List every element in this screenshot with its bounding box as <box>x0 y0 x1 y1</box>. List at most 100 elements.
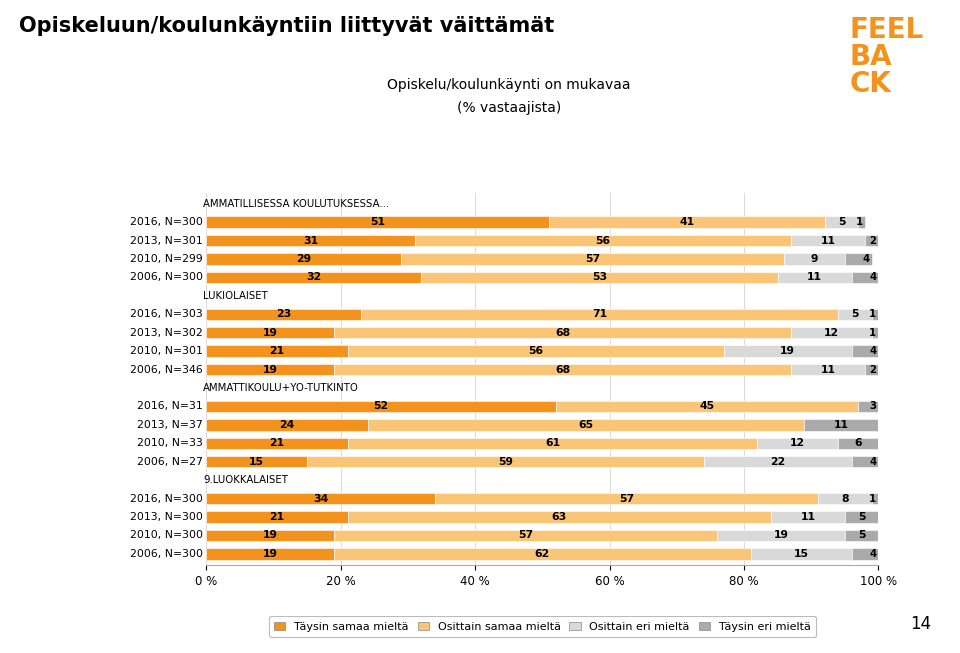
Text: 59: 59 <box>498 456 513 467</box>
Bar <box>771 511 845 522</box>
Text: 56: 56 <box>528 346 543 356</box>
Text: 61: 61 <box>545 438 560 448</box>
Bar <box>852 456 878 468</box>
Bar <box>704 456 852 468</box>
Bar <box>804 419 878 430</box>
Text: 57: 57 <box>619 494 634 503</box>
Bar <box>818 493 872 504</box>
Text: Opiskelu/koulunkäynti on mukavaa: Opiskelu/koulunkäynti on mukavaa <box>387 78 631 92</box>
Text: 21: 21 <box>270 346 284 356</box>
Bar <box>368 419 804 430</box>
Text: (% vastaajista): (% vastaajista) <box>457 101 561 115</box>
Bar <box>784 253 845 264</box>
Text: 2: 2 <box>870 236 876 246</box>
Text: 19: 19 <box>263 364 277 375</box>
Bar <box>825 216 858 228</box>
Bar <box>791 327 872 338</box>
Text: 68: 68 <box>555 364 570 375</box>
Text: 15: 15 <box>250 456 264 467</box>
Text: 56: 56 <box>595 236 611 246</box>
Text: 53: 53 <box>592 272 607 282</box>
Text: 65: 65 <box>579 420 593 430</box>
Bar <box>717 530 845 541</box>
Bar <box>791 235 865 246</box>
Bar <box>206 548 334 560</box>
Bar <box>421 272 778 283</box>
Text: 19: 19 <box>263 549 277 559</box>
Text: 2010, N=299: 2010, N=299 <box>131 254 204 264</box>
Text: 11: 11 <box>807 272 822 282</box>
Bar <box>334 327 791 338</box>
Bar <box>206 419 368 430</box>
Bar <box>724 345 852 357</box>
Text: 2: 2 <box>870 364 876 375</box>
Text: 5: 5 <box>858 512 865 522</box>
Bar <box>206 327 334 338</box>
Bar <box>852 272 878 283</box>
Text: 45: 45 <box>700 402 714 411</box>
Text: 4: 4 <box>869 272 876 282</box>
Bar <box>206 253 401 264</box>
Bar <box>307 456 704 468</box>
Text: 21: 21 <box>270 512 284 522</box>
Text: 2016, N=300: 2016, N=300 <box>131 217 204 227</box>
Text: 1: 1 <box>869 310 876 319</box>
Bar <box>334 548 751 560</box>
Bar <box>858 401 878 412</box>
Bar <box>206 456 307 468</box>
Text: 41: 41 <box>680 217 694 227</box>
Text: LUKIOLAISET: LUKIOLAISET <box>204 291 268 301</box>
Bar <box>791 364 865 375</box>
Text: 23: 23 <box>276 310 291 319</box>
Text: 4: 4 <box>869 456 876 467</box>
Bar <box>549 216 825 228</box>
Bar <box>845 511 878 522</box>
Text: 19: 19 <box>780 346 795 356</box>
Bar <box>348 438 757 449</box>
Bar <box>206 235 415 246</box>
Legend: Täysin samaa mieltä, Osittain samaa mieltä, Osittain eri mieltä, Täysin eri miel: Täysin samaa mieltä, Osittain samaa miel… <box>269 616 816 637</box>
Bar <box>872 493 878 504</box>
Bar <box>415 235 791 246</box>
Text: 9: 9 <box>811 254 818 264</box>
Text: 2016, N=300: 2016, N=300 <box>131 494 204 503</box>
Text: 2013, N=300: 2013, N=300 <box>131 512 204 522</box>
Text: 11: 11 <box>821 236 835 246</box>
Bar <box>206 216 549 228</box>
Bar <box>361 308 838 320</box>
Text: 63: 63 <box>552 512 566 522</box>
Text: 57: 57 <box>586 254 600 264</box>
Bar <box>348 345 724 357</box>
Bar <box>334 364 791 375</box>
Text: 5: 5 <box>852 310 858 319</box>
Text: 12: 12 <box>790 438 805 448</box>
Text: 8: 8 <box>841 494 849 503</box>
Text: 19: 19 <box>774 530 788 541</box>
Text: 62: 62 <box>535 549 550 559</box>
Bar <box>778 272 852 283</box>
Text: 2006, N=300: 2006, N=300 <box>130 549 204 559</box>
Text: 6: 6 <box>854 438 862 448</box>
Bar <box>206 438 348 449</box>
Text: Opetus- ja kulttuuriministeriö: Opetus- ja kulttuuriministeriö <box>19 612 228 625</box>
Text: FEEL
BA
CK: FEEL BA CK <box>850 16 924 98</box>
Text: 12: 12 <box>824 328 839 338</box>
Bar <box>206 308 361 320</box>
Text: 2016, N=31: 2016, N=31 <box>137 402 204 411</box>
Bar <box>838 308 872 320</box>
Text: 29: 29 <box>297 254 311 264</box>
Text: 2010, N=33: 2010, N=33 <box>137 438 204 448</box>
Text: 1: 1 <box>869 328 876 338</box>
Bar <box>845 253 872 264</box>
Bar <box>838 438 878 449</box>
Bar <box>556 401 858 412</box>
Bar <box>757 438 838 449</box>
Bar <box>206 345 348 357</box>
Text: 2016, N=303: 2016, N=303 <box>131 310 204 319</box>
Bar <box>872 327 878 338</box>
Bar <box>845 530 878 541</box>
Bar <box>865 235 878 246</box>
Text: 32: 32 <box>306 272 322 282</box>
Text: 51: 51 <box>371 217 385 227</box>
Text: 4: 4 <box>869 346 876 356</box>
